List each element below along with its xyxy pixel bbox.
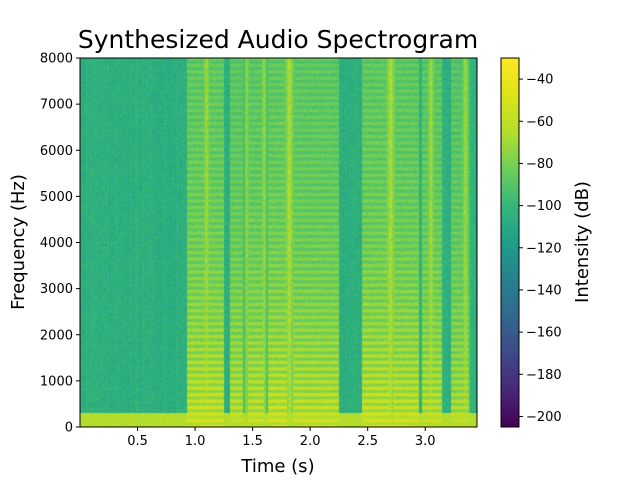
colorbar-frame: [500, 57, 520, 428]
colorbar: −40 −60 −80 −100 −120 −140 −160 −180 −200: [500, 57, 562, 428]
y-tick-label: 2000: [40, 328, 73, 343]
x-axis-label: Time (s): [240, 456, 314, 477]
y-tick-label: 3000: [40, 282, 73, 297]
colorbar-tick-label: −160: [526, 326, 562, 341]
y-tick-label: 8000: [40, 52, 73, 67]
x-tick-label: 1.0: [185, 434, 206, 449]
colorbar-tick-label: −140: [526, 283, 562, 298]
colorbar-tick-label: −40: [526, 73, 553, 88]
spectrogram-heatmap: [80, 58, 477, 427]
colorbar-tick-label: −120: [526, 241, 562, 256]
colorbar-label: Intensity (dB): [572, 181, 593, 303]
colorbar-tick-label: −80: [526, 157, 553, 172]
x-tick-label: 3.0: [415, 434, 436, 449]
y-tick-label: 0: [65, 421, 73, 436]
spectrogram-plot-area: [79, 57, 478, 428]
x-tick-label: 2.0: [300, 434, 321, 449]
chart-title: Synthesized Audio Spectrogram: [78, 25, 478, 54]
colorbar-tick-label: −100: [526, 199, 562, 214]
colorbar-tick-label: −60: [526, 115, 553, 130]
y-tick-label: 6000: [40, 144, 73, 159]
x-axis-ticks: 0.5 1.0 1.5 2.0 2.5 3.0: [127, 427, 436, 449]
y-tick-label: 1000: [40, 374, 73, 389]
x-tick-label: 0.5: [127, 434, 148, 449]
colorbar-ticks: −40 −60 −80 −100 −120 −140 −160 −180 −200: [519, 73, 562, 425]
y-axis-label: Frequency (Hz): [8, 174, 29, 310]
colorbar-gradient: [501, 58, 519, 427]
y-tick-label: 4000: [40, 236, 73, 251]
colorbar-tick-label: −180: [526, 368, 562, 383]
y-axis-ticks: 0 1000 2000 3000 4000 5000 6000 7000 8000: [40, 52, 80, 436]
x-tick-label: 1.5: [242, 434, 263, 449]
x-tick-label: 2.5: [357, 434, 378, 449]
y-tick-label: 7000: [40, 98, 73, 113]
colorbar-tick-label: −200: [526, 410, 562, 425]
y-tick-label: 5000: [40, 190, 73, 205]
